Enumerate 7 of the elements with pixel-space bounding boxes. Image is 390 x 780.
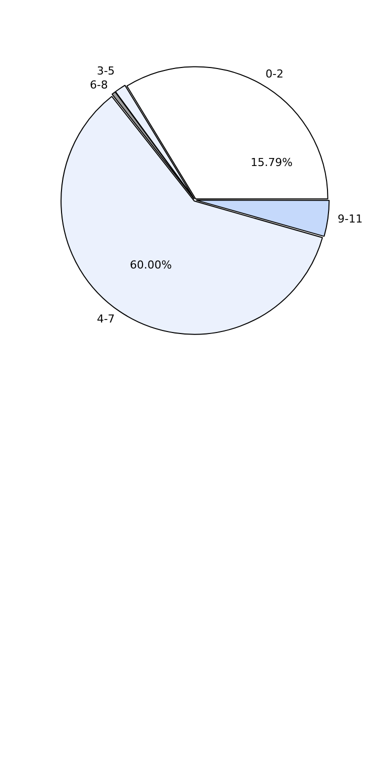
data-label: 60.00% (130, 258, 172, 272)
slice-label: 3-5 (96, 64, 115, 78)
slice-label: 9-11 (338, 212, 363, 226)
slice-label: 6-8 (90, 78, 108, 92)
text: 15.79% (250, 156, 293, 169)
slice-label: 0-2 (266, 67, 284, 80)
slice-label: 4-7 (96, 312, 115, 326)
